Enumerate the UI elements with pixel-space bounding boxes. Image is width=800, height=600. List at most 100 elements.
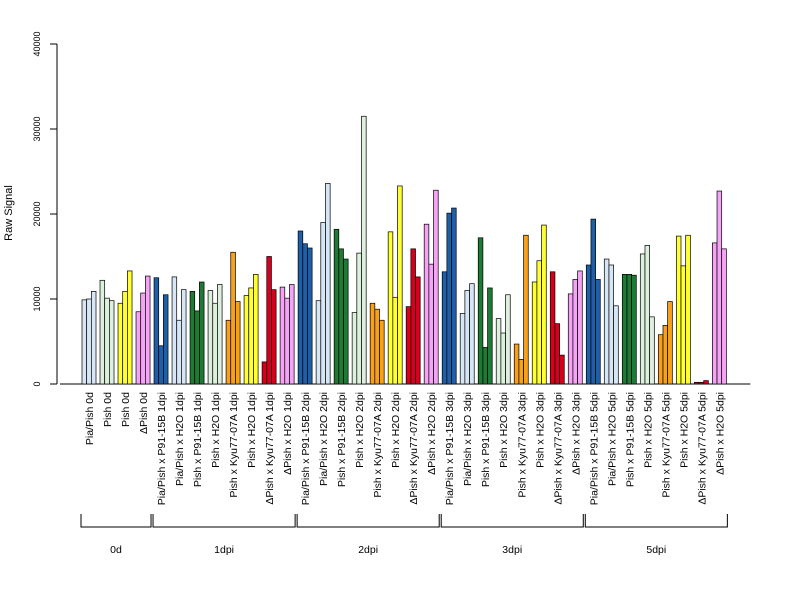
bar [613,305,619,385]
x-tick-label: Pish x H2O 1dpi [246,392,258,468]
bar [212,302,218,385]
x-tick-label: ΔPish x Kyu77-07A 3dpi [552,392,564,505]
bar [279,286,286,385]
bar [351,312,358,385]
y-tick-label: 10000 [32,286,42,311]
bar [284,297,290,385]
bar [235,301,241,385]
bar [639,253,646,385]
bar [680,265,687,385]
bars-layer [81,115,727,385]
bar [225,319,232,385]
y-axis: 0 10000 20000 30000 40000 [32,31,58,387]
bar [302,243,308,385]
bar [603,258,610,385]
x-tick-labels: Pia/Pish 0d Pish 0d Pish 0d ΔPish 0d Pia/Pis… [84,392,726,505]
y-axis-label: Raw Signal [3,185,15,241]
x-tick-label: Pish x H2O 5dpi [642,392,654,468]
bar [266,256,272,385]
bar [343,258,349,385]
group-label: 2dpi [358,544,378,556]
bar [505,294,511,385]
group-bracket [152,514,296,528]
bar [711,242,718,385]
x-tick-label: Pia/Pish x H2O 3dpi [462,392,474,486]
bar [541,224,547,385]
bar [104,297,110,385]
bar [698,381,705,385]
bar [567,293,574,385]
bar [703,380,709,385]
group-bracket [296,514,440,528]
x-tick-label: ΔPish x Kyu77-07A 1dpi [264,392,276,505]
x-tick-label: ΔPish x Kyu77-07A 5dpi [696,392,708,505]
bar [135,311,142,385]
bar [423,223,430,385]
bar [248,287,254,385]
bar [217,284,223,385]
bar [685,234,691,385]
bar [608,264,614,385]
bar [307,247,313,385]
x-tick-label: Pish x H2O 3dpi [498,392,510,468]
x-tick-label: Pish x Kyu77-07A 5dpi [660,392,672,498]
x-tick-label: Pia/Pish 0d [84,392,96,445]
bar [86,298,92,385]
bar [99,279,106,385]
x-tick-label: Pia/Pish x P91-15B 2dpi [300,392,312,505]
bar [397,185,403,385]
bar [361,115,367,385]
bar [721,248,727,385]
bar [590,218,596,385]
bar [333,228,340,385]
bar [464,290,470,385]
bar [405,306,412,385]
x-tick-label: Pish x H2O 1dpi [210,392,222,468]
x-tick-label: ΔPish x H2O 3dpi [570,392,582,475]
bar [657,334,664,385]
bar [428,263,434,385]
bar [518,359,524,385]
bar [667,301,673,385]
bar [649,316,655,385]
bar [176,319,182,385]
bar [207,290,214,385]
bar [469,283,475,385]
y-tick-label: 20000 [32,201,42,226]
bar [297,230,304,385]
bar [325,183,331,385]
bar [487,287,493,385]
bar [693,381,700,385]
bar [320,222,326,385]
bar [572,279,578,385]
bar [495,318,502,385]
bar [595,279,601,385]
x-tick-label: ΔPish 0d [138,392,150,434]
bar [356,252,362,385]
x-tick-label: Pia/Pish x P91-15B 3dpi [444,392,456,505]
bar [482,347,488,385]
bar [585,264,592,385]
bar [626,274,632,385]
bar [153,277,160,385]
bar [261,361,268,385]
y-tick-label: 0 [32,381,42,386]
bar [577,270,583,385]
bar [189,291,196,385]
bar [158,345,164,385]
bar [459,313,466,385]
x-tick-label: ΔPish x Kyu77-07A 2dpi [408,392,420,505]
bar [122,291,128,385]
group-label: 5dpi [646,544,666,556]
bar [199,281,205,385]
bar [415,276,421,385]
y-tick-label: 30000 [32,116,42,141]
bar [171,276,178,385]
x-tick-label: Pish x Kyu77-07A 2dpi [372,392,384,498]
bar [451,207,457,385]
bar [446,212,452,385]
x-tick-label: ΔPish x H2O 2dpi [426,392,438,475]
x-tick-label: Pish x Kyu77-07A 1dpi [228,392,240,498]
x-tick-label: Pish x P91-15B 5dpi [624,392,636,487]
